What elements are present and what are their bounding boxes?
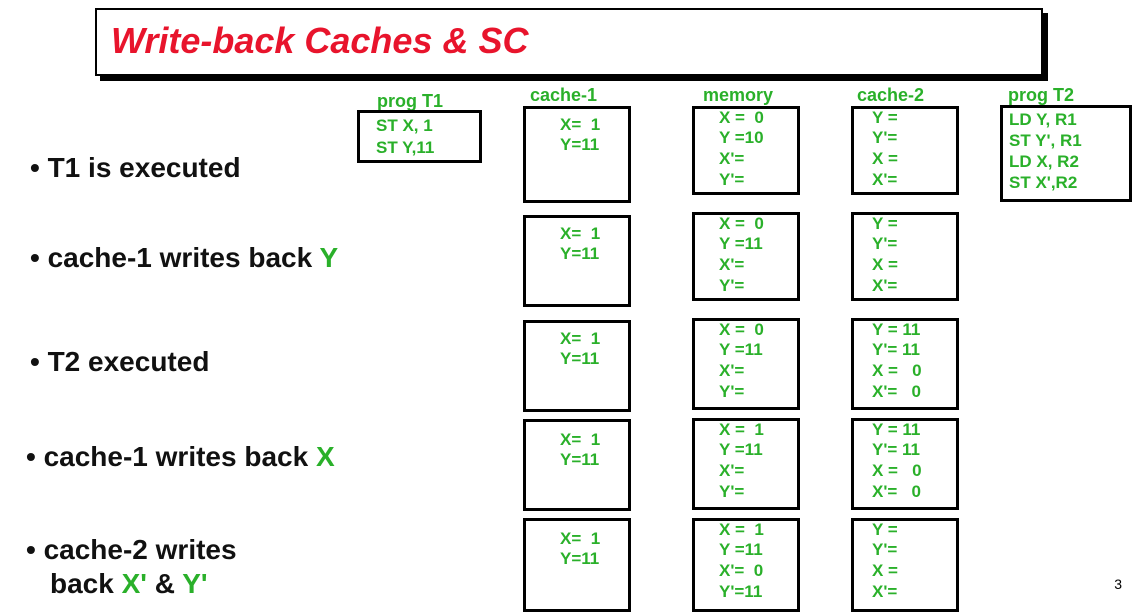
- header-prog-t1: prog T1: [377, 91, 443, 111]
- cache-2-line: X'= 0: [872, 382, 921, 401]
- cache-2-line: Y'= 11: [872, 340, 921, 359]
- memory-line: X = 0: [719, 108, 764, 127]
- memory-line: X = 1: [719, 420, 764, 439]
- cache-2-line: Y'=: [872, 128, 898, 147]
- cache-2-line: X = 0: [872, 461, 922, 480]
- cache-2-line: X =: [872, 255, 898, 274]
- memory-line: Y =11: [719, 540, 763, 559]
- step-label-text: • cache-1 writes back: [30, 242, 320, 273]
- slide-title: Write-back Caches & SC: [111, 20, 529, 61]
- cache-1-line: Y=11: [560, 349, 600, 368]
- cache-1-line: Y=11: [560, 549, 600, 568]
- cache-1-line: X= 1: [560, 329, 601, 348]
- memory-line: Y =11: [719, 340, 763, 359]
- memory-line: Y'=: [719, 276, 745, 295]
- prog-t2-line: ST X',R2: [1009, 173, 1078, 192]
- memory-line: Y'=: [719, 170, 745, 189]
- memory-box: X = 1 Y =11 X'= 0 Y'=11: [692, 518, 800, 612]
- memory-line: X'=: [719, 149, 745, 168]
- cache-2-box: Y = Y'= X = X'=: [851, 518, 959, 612]
- memory-line: X'=: [719, 461, 745, 480]
- cache-1-line: Y=11: [560, 244, 600, 263]
- cache-1-box: X= 1 Y=11: [523, 419, 631, 511]
- step-label: • cache-1 writes back X: [26, 441, 335, 473]
- cache-2-line: Y =: [872, 108, 898, 127]
- cache-2-line: Y =: [872, 214, 898, 233]
- header-cache-2: cache-2: [857, 85, 925, 105]
- memory-line: X'=: [719, 361, 745, 380]
- cache-2-line: Y'= 11: [872, 440, 921, 459]
- cache-2-line: X'=: [872, 582, 898, 601]
- cache-2-line: X'=: [872, 276, 898, 295]
- cache-1-box: X= 1 Y=11: [523, 215, 631, 307]
- prog-t2-line: LD Y, R1: [1009, 110, 1077, 129]
- memory-line: X = 1: [719, 520, 764, 539]
- step-label-text: back: [50, 568, 122, 599]
- memory-line: Y =11: [719, 234, 763, 253]
- prog-t1-box: ST X, 1 ST Y,11: [357, 110, 482, 163]
- cache-1-box: X= 1 Y=11: [523, 106, 631, 203]
- cache-1-line: Y=11: [560, 450, 600, 469]
- cache-1-line: X= 1: [560, 529, 601, 548]
- prog-t2-box: LD Y, R1 ST Y', R1 LD X, R2 ST X',R2: [1000, 105, 1132, 202]
- cache-2-line: Y'=: [872, 234, 898, 253]
- step-label: • cache-2 writes: [26, 534, 237, 565]
- cache-1-box: X= 1 Y=11: [523, 518, 631, 612]
- header-prog-t2: prog T2: [1008, 85, 1074, 105]
- prog-t2-line: LD X, R2: [1009, 152, 1079, 171]
- step-label-highlight: X: [315, 441, 335, 472]
- cache-1-line: X= 1: [560, 224, 601, 243]
- step-label-highlight: X': [121, 568, 147, 599]
- cache-2-box: Y = 11 Y'= 11 X = 0 X'= 0: [851, 418, 959, 510]
- header-memory: memory: [703, 85, 774, 105]
- prog-t1-line: ST Y,11: [376, 138, 435, 157]
- header-cache-1: cache-1: [530, 85, 598, 105]
- memory-line: X = 0: [719, 214, 764, 233]
- memory-box: X = 0 Y =11 X'= Y'=: [692, 212, 800, 301]
- step-label-text: &: [146, 568, 183, 599]
- step-label: • T2 executed: [30, 346, 210, 377]
- prog-t2-line: ST Y', R1: [1009, 131, 1082, 150]
- memory-box: X = 0 Y =10 X'= Y'=: [692, 106, 800, 195]
- cache-2-line: Y = 11: [872, 420, 921, 439]
- memory-box: X = 1 Y =11 X'= Y'=: [692, 418, 800, 510]
- cache-2-line: Y =: [872, 520, 898, 539]
- cache-1-box: X= 1 Y=11: [523, 320, 631, 412]
- cache-2-line: Y'=: [872, 540, 898, 559]
- step-label: • T1 is executed: [30, 152, 241, 183]
- cache-2-line: X =: [872, 561, 898, 580]
- memory-line: X'=: [719, 255, 745, 274]
- memory-line: Y'=11: [719, 582, 763, 601]
- step-label-highlight: Y: [319, 242, 339, 273]
- memory-line: Y =11: [719, 440, 763, 459]
- cache-2-line: Y = 11: [872, 320, 921, 339]
- cache-2-line: X =: [872, 149, 898, 168]
- prog-t1-line: ST X, 1: [376, 116, 433, 135]
- cache-1-line: X= 1: [560, 115, 601, 134]
- cache-2-line: X'= 0: [872, 482, 921, 501]
- cache-1-line: Y=11: [560, 135, 600, 154]
- cache-2-box: Y = Y'= X = X'=: [851, 212, 959, 301]
- memory-line: Y'=: [719, 382, 745, 401]
- cache-2-line: X'=: [872, 170, 898, 189]
- cache-2-line: X = 0: [872, 361, 922, 380]
- memory-line: Y =10: [719, 128, 764, 147]
- page-number: 3: [1114, 576, 1122, 592]
- cache-2-box: Y = 11 Y'= 11 X = 0 X'= 0: [851, 318, 959, 410]
- title-box: Write-back Caches & SC: [95, 8, 1043, 76]
- cache-1-line: X= 1: [560, 430, 601, 449]
- step-label: • cache-1 writes back Y: [30, 242, 338, 274]
- step-label-line-2: back X' & Y': [50, 568, 208, 600]
- cache-2-box: Y = Y'= X = X'=: [851, 106, 959, 195]
- step-label-text: • cache-1 writes back: [26, 441, 316, 472]
- memory-line: X'= 0: [719, 561, 764, 580]
- memory-line: X = 0: [719, 320, 764, 339]
- memory-box: X = 0 Y =11 X'= Y'=: [692, 318, 800, 410]
- step-label-highlight: Y': [182, 568, 208, 599]
- memory-line: Y'=: [719, 482, 745, 501]
